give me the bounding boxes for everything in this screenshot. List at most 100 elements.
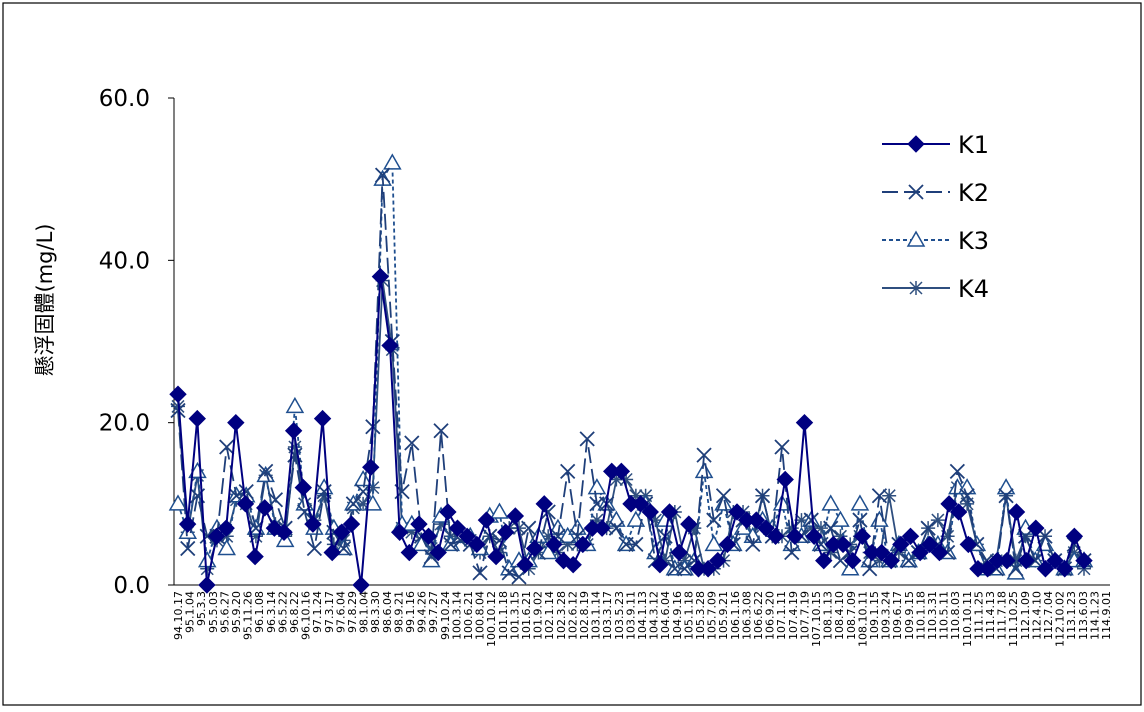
x-tick-label: 98.1.04 bbox=[358, 591, 371, 633]
data-point bbox=[404, 525, 419, 540]
x-tick-label: 109.6.17 bbox=[891, 591, 904, 640]
x-tick-label: 102.3.28 bbox=[555, 591, 568, 640]
x-tick-label: 103.1.14 bbox=[590, 591, 603, 640]
data-point bbox=[940, 495, 958, 513]
data-point bbox=[1007, 503, 1026, 521]
data-point bbox=[468, 535, 486, 554]
data-point bbox=[200, 561, 215, 576]
data-point bbox=[882, 488, 897, 503]
data-point bbox=[930, 543, 949, 562]
data-point bbox=[906, 230, 926, 247]
data-point bbox=[978, 560, 997, 578]
data-point bbox=[1036, 560, 1055, 578]
data-point bbox=[823, 520, 839, 536]
data-point bbox=[443, 536, 459, 553]
x-tick-label: 109.1.15 bbox=[868, 591, 881, 640]
data-point bbox=[169, 385, 187, 403]
data-point bbox=[813, 521, 828, 536]
x-tick-label: 96.10.16 bbox=[300, 591, 313, 640]
series-k1 bbox=[169, 267, 1093, 594]
x-tick-label: 105.9.21 bbox=[717, 591, 730, 640]
data-point bbox=[670, 543, 688, 562]
x-tick-label: 107.4.19 bbox=[787, 591, 800, 640]
data-point bbox=[706, 512, 722, 528]
data-point bbox=[648, 513, 663, 528]
data-point bbox=[891, 545, 906, 560]
data-point bbox=[776, 470, 794, 489]
x-tick-label: 101.9.02 bbox=[532, 591, 545, 640]
data-point bbox=[940, 529, 955, 544]
data-point bbox=[862, 561, 878, 577]
x-tick-label: 101.6.21 bbox=[520, 591, 533, 640]
data-point bbox=[538, 543, 558, 560]
data-point bbox=[434, 517, 449, 532]
data-point bbox=[326, 537, 341, 552]
x-tick-label: 106.1.16 bbox=[729, 591, 742, 640]
data-point bbox=[949, 463, 965, 480]
x-tick-label: 104.9.16 bbox=[671, 591, 684, 640]
x-tick-label: 96.1.08 bbox=[253, 591, 266, 633]
x-tick-label: 95.1.04 bbox=[184, 591, 197, 633]
data-point bbox=[410, 515, 428, 533]
x-tick-label: 110.8.03 bbox=[949, 591, 962, 640]
x-tick-label: 102.6.12 bbox=[566, 591, 579, 640]
data-point bbox=[909, 281, 923, 295]
x-tick-label: 108.10.11 bbox=[856, 591, 869, 647]
x-axis: 94.10.1795.1.0495.3.395.5.0395.6.2795.9.… bbox=[172, 584, 1113, 647]
x-tick-label: 100.8.04 bbox=[474, 591, 487, 640]
data-point bbox=[628, 488, 643, 503]
data-point bbox=[267, 492, 284, 508]
data-point bbox=[901, 553, 917, 569]
x-tick-label: 103.9.11 bbox=[624, 591, 637, 640]
x-tick-label: 109.3.24 bbox=[880, 591, 893, 640]
data-point bbox=[217, 538, 237, 556]
data-point bbox=[511, 521, 526, 536]
x-tick-label: 105.1.18 bbox=[682, 591, 695, 640]
data-point bbox=[612, 462, 631, 481]
data-point bbox=[574, 535, 592, 554]
data-point bbox=[207, 527, 226, 546]
x-tick-label: 104.6.04 bbox=[659, 591, 672, 640]
x-tick-label: 114.9.01 bbox=[1100, 591, 1113, 640]
x-tick-label: 98.3.30 bbox=[369, 591, 382, 633]
x-tick-label: 114.1.23 bbox=[1088, 591, 1101, 640]
data-point bbox=[487, 547, 505, 566]
data-point bbox=[872, 553, 887, 568]
x-tick-label: 101.3.15 bbox=[508, 591, 521, 640]
data-point bbox=[306, 540, 323, 557]
data-point bbox=[960, 496, 975, 511]
data-point bbox=[892, 535, 910, 554]
data-point bbox=[959, 488, 975, 504]
x-tick-label: 105.3.28 bbox=[694, 591, 707, 640]
data-point bbox=[564, 556, 582, 574]
x-tick-label: 110.3.31 bbox=[926, 591, 939, 640]
x-tick-label: 112.1.09 bbox=[1019, 591, 1032, 640]
data-point bbox=[641, 503, 659, 521]
data-point bbox=[501, 565, 517, 581]
data-point bbox=[833, 529, 848, 544]
x-tick-label: 95.5.03 bbox=[207, 591, 220, 633]
data-point bbox=[1065, 527, 1084, 546]
x-tick-label: 97.3.17 bbox=[323, 591, 336, 633]
data-point bbox=[238, 484, 254, 500]
x-tick-label: 94.10.17 bbox=[172, 591, 185, 640]
data-point bbox=[872, 543, 891, 562]
x-tick-label: 104.1.13 bbox=[636, 591, 649, 640]
data-point bbox=[774, 439, 790, 455]
data-point bbox=[804, 521, 819, 536]
data-point bbox=[256, 499, 274, 517]
legend-item-k4: K4 bbox=[882, 275, 989, 303]
data-point bbox=[353, 469, 373, 487]
x-tick-label: 104.3.12 bbox=[648, 591, 661, 640]
data-point bbox=[784, 521, 799, 536]
data-point bbox=[168, 494, 188, 511]
data-point bbox=[511, 569, 527, 585]
x-tick-label: 109.9.15 bbox=[903, 591, 916, 640]
data-point bbox=[853, 527, 872, 546]
data-point bbox=[998, 551, 1016, 570]
data-point bbox=[535, 495, 553, 513]
data-point bbox=[920, 520, 936, 536]
x-tick-label: 108.7.09 bbox=[845, 591, 858, 640]
data-point bbox=[525, 539, 544, 558]
data-point bbox=[593, 519, 611, 537]
